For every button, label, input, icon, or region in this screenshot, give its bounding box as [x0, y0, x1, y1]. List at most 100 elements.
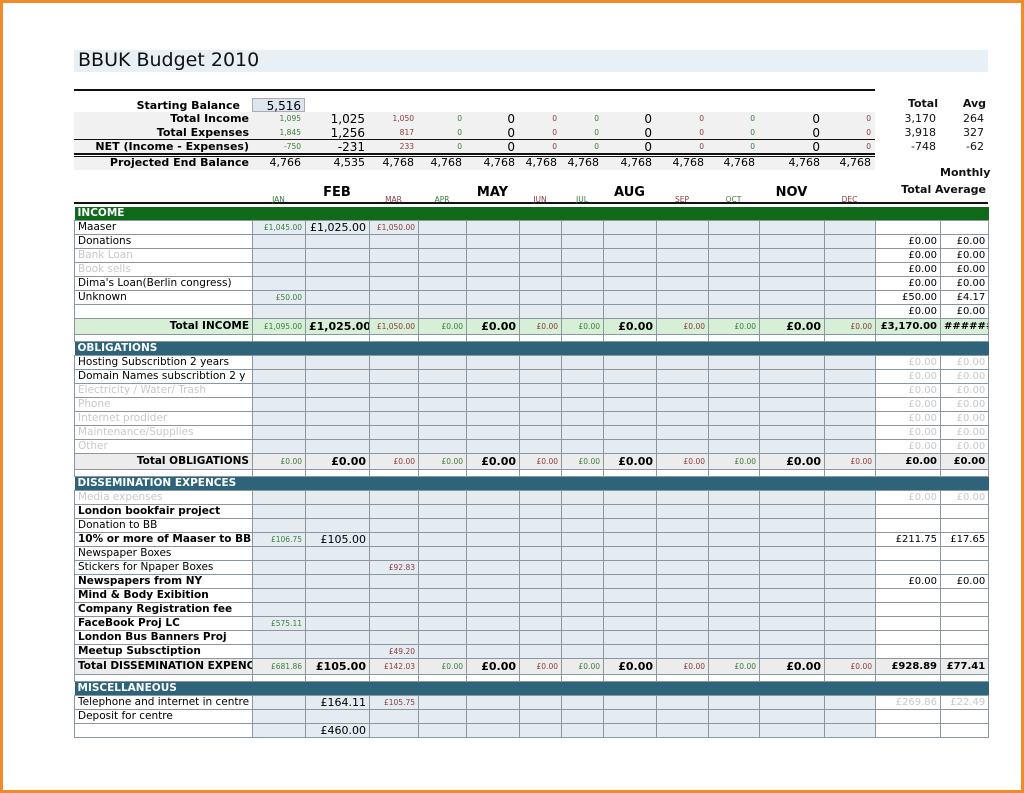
month-cell-oct[interactable] — [708, 355, 760, 370]
month-cell-jun[interactable] — [519, 397, 562, 412]
month-cell-feb[interactable] — [305, 248, 370, 263]
month-cell-jul[interactable] — [561, 574, 604, 589]
month-cell-aug[interactable]: £0.00 — [603, 658, 657, 675]
month-cell-apr[interactable] — [418, 355, 467, 370]
month-cell-nov[interactable] — [759, 411, 825, 426]
month-cell-oct[interactable] — [708, 397, 760, 412]
month-cell-jun[interactable] — [519, 490, 562, 505]
month-cell-jun[interactable] — [519, 369, 562, 384]
month-cell-may[interactable] — [466, 532, 520, 547]
month-cell-aug[interactable] — [603, 411, 657, 426]
month-cell-jan[interactable] — [252, 644, 306, 659]
month-cell-feb[interactable]: £105.00 — [305, 532, 370, 547]
month-cell-oct[interactable] — [708, 518, 760, 533]
month-cell-jan[interactable] — [252, 504, 306, 519]
month-cell-mar[interactable] — [369, 574, 419, 589]
month-cell-jul[interactable] — [561, 355, 604, 370]
month-cell-mar[interactable] — [369, 262, 419, 277]
month-cell-may[interactable] — [466, 518, 520, 533]
month-cell-jul[interactable] — [561, 262, 604, 277]
month-cell-nov[interactable] — [759, 290, 825, 305]
month-cell-nov[interactable] — [759, 262, 825, 277]
month-cell-dec[interactable]: £0.00 — [824, 318, 876, 335]
month-cell-sep[interactable] — [656, 290, 709, 305]
month-cell-dec[interactable] — [824, 504, 876, 519]
month-cell-jun[interactable] — [519, 504, 562, 519]
month-cell-aug[interactable]: £0.00 — [603, 318, 657, 335]
month-cell-sep[interactable] — [656, 383, 709, 398]
month-cell-oct[interactable] — [708, 439, 760, 454]
month-cell-jun[interactable] — [519, 383, 562, 398]
month-cell-may[interactable] — [466, 490, 520, 505]
month-cell-apr[interactable] — [418, 262, 467, 277]
month-cell-apr[interactable] — [418, 532, 467, 547]
month-cell-dec[interactable] — [824, 723, 876, 738]
month-cell-may[interactable] — [466, 220, 520, 235]
month-cell-sep[interactable] — [656, 518, 709, 533]
month-cell-dec[interactable] — [824, 369, 876, 384]
month-cell-jul[interactable] — [561, 425, 604, 440]
month-cell-jan[interactable] — [252, 602, 306, 617]
month-cell-apr[interactable] — [418, 518, 467, 533]
month-cell-aug[interactable] — [603, 695, 657, 710]
month-cell-jul[interactable] — [561, 588, 604, 603]
month-cell-feb[interactable]: £0.00 — [305, 453, 370, 470]
month-cell-jul[interactable]: £0.00 — [561, 453, 604, 470]
month-cell-dec[interactable] — [824, 383, 876, 398]
month-cell-may[interactable] — [466, 369, 520, 384]
month-cell-sep[interactable] — [656, 262, 709, 277]
month-cell-feb[interactable] — [305, 630, 370, 645]
month-cell-nov[interactable] — [759, 695, 825, 710]
month-cell-mar[interactable] — [369, 411, 419, 426]
month-cell-may[interactable] — [466, 504, 520, 519]
month-cell-may[interactable]: £0.00 — [466, 318, 520, 335]
month-cell-jan[interactable] — [252, 574, 306, 589]
month-cell-jan[interactable] — [252, 546, 306, 561]
month-cell-sep[interactable] — [656, 369, 709, 384]
month-cell-may[interactable]: £0.00 — [466, 658, 520, 675]
month-cell-sep[interactable] — [656, 723, 709, 738]
month-cell-oct[interactable] — [708, 490, 760, 505]
month-cell-jun[interactable] — [519, 439, 562, 454]
month-cell-aug[interactable]: £0.00 — [603, 453, 657, 470]
month-cell-jan[interactable]: £681.86 — [252, 658, 306, 675]
month-cell-aug[interactable] — [603, 644, 657, 659]
month-cell-sep[interactable] — [656, 630, 709, 645]
month-cell-feb[interactable]: £105.00 — [305, 658, 370, 675]
month-cell-jul[interactable] — [561, 490, 604, 505]
month-cell-oct[interactable] — [708, 369, 760, 384]
month-cell-dec[interactable] — [824, 439, 876, 454]
month-cell-apr[interactable] — [418, 504, 467, 519]
month-cell-oct[interactable] — [708, 532, 760, 547]
month-cell-apr[interactable] — [418, 630, 467, 645]
month-cell-oct[interactable] — [708, 602, 760, 617]
month-cell-feb[interactable] — [305, 369, 370, 384]
month-cell-oct[interactable]: £0.00 — [708, 658, 760, 675]
month-cell-oct[interactable] — [708, 504, 760, 519]
month-cell-apr[interactable] — [418, 220, 467, 235]
month-cell-feb[interactable] — [305, 602, 370, 617]
month-cell-dec[interactable] — [824, 588, 876, 603]
month-cell-apr[interactable] — [418, 695, 467, 710]
month-cell-may[interactable]: £0.00 — [466, 453, 520, 470]
month-cell-oct[interactable] — [708, 709, 760, 724]
month-cell-may[interactable] — [466, 383, 520, 398]
month-cell-feb[interactable] — [305, 709, 370, 724]
month-cell-jul[interactable] — [561, 248, 604, 263]
month-cell-jan[interactable] — [252, 588, 306, 603]
month-cell-nov[interactable] — [759, 369, 825, 384]
month-cell-mar[interactable]: £142.03 — [369, 658, 419, 675]
month-cell-sep[interactable]: £0.00 — [656, 453, 709, 470]
month-cell-jul[interactable] — [561, 644, 604, 659]
month-cell-may[interactable] — [466, 248, 520, 263]
month-cell-feb[interactable] — [305, 262, 370, 277]
month-cell-jul[interactable] — [561, 616, 604, 631]
month-cell-jun[interactable] — [519, 518, 562, 533]
month-cell-jan[interactable] — [252, 709, 306, 724]
month-cell-jul[interactable] — [561, 439, 604, 454]
month-cell-feb[interactable] — [305, 616, 370, 631]
month-cell-feb[interactable]: £460.00 — [305, 723, 370, 738]
month-cell-oct[interactable] — [708, 234, 760, 249]
month-cell-nov[interactable] — [759, 588, 825, 603]
month-cell-jan[interactable] — [252, 630, 306, 645]
